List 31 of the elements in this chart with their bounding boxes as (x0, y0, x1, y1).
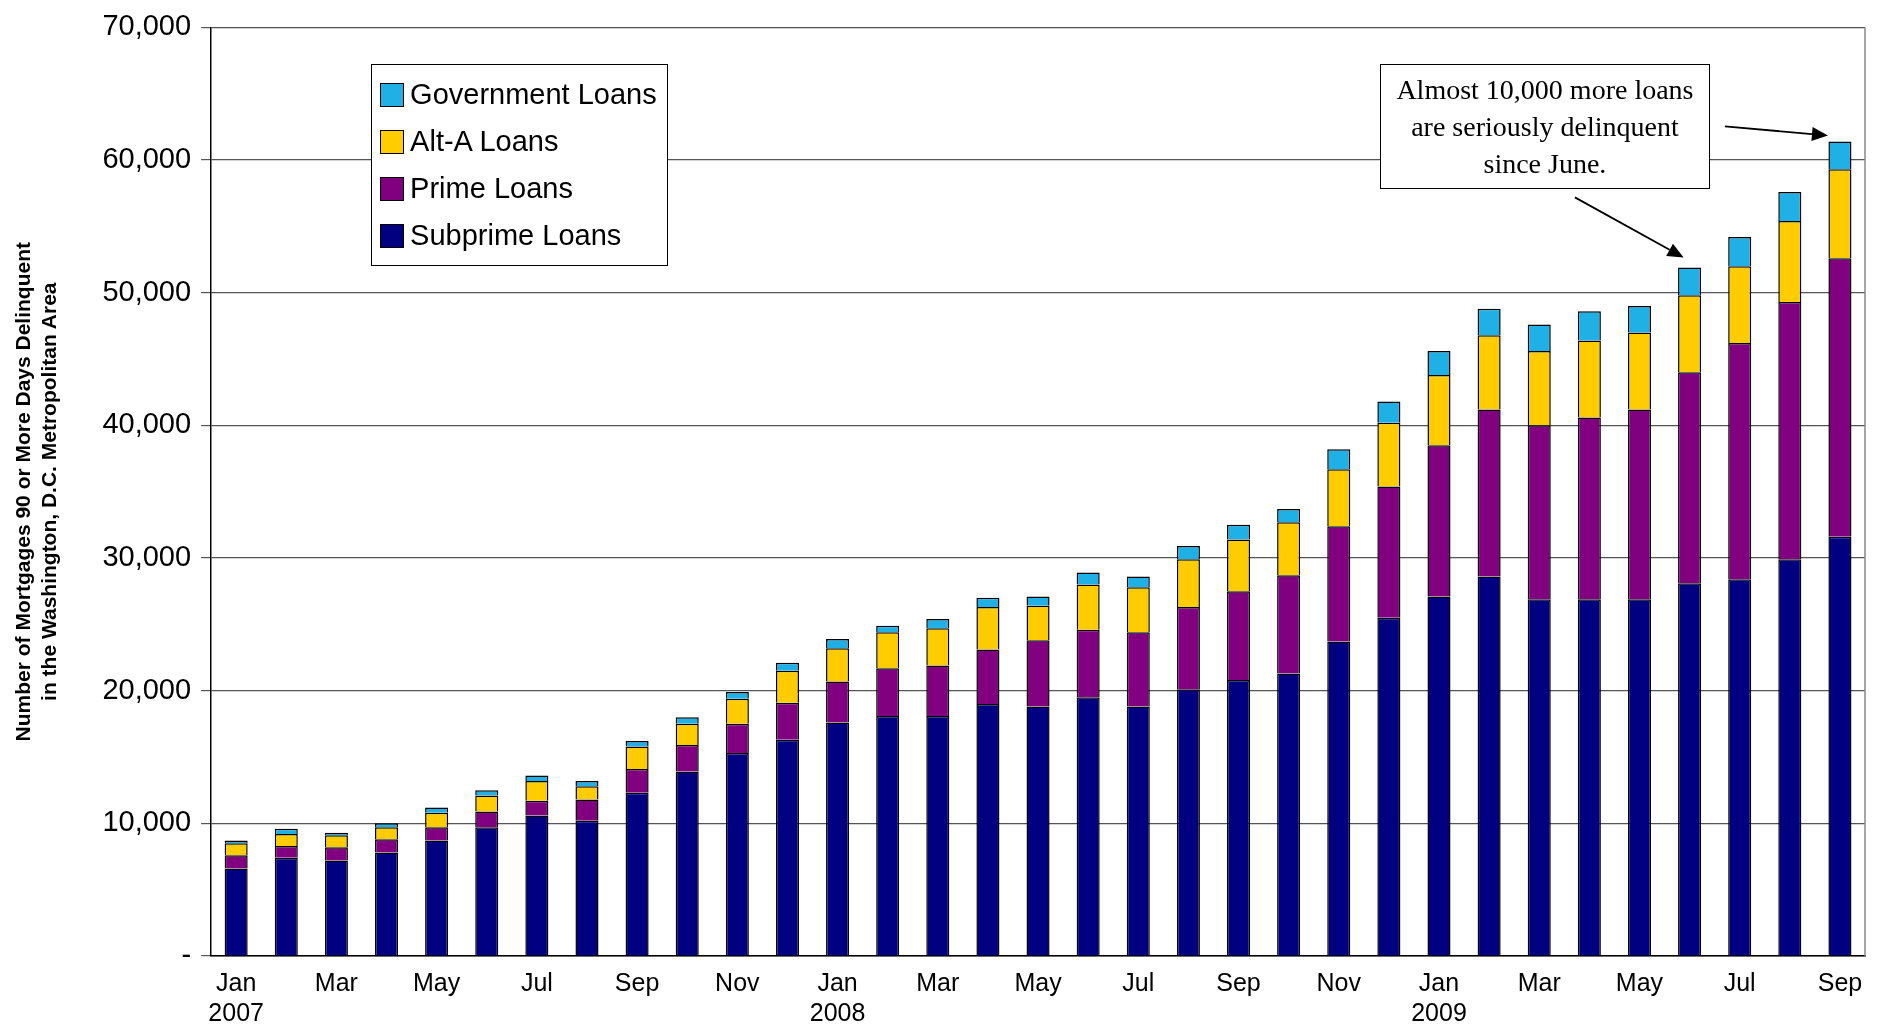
x-tick-label: Nov (715, 967, 761, 996)
y-tick-label: 30,000 (102, 540, 192, 573)
y-tick-label: - (181, 938, 192, 970)
x-tick-label: Jul (1723, 967, 1756, 996)
legend-label: Subprime Loans (410, 218, 622, 254)
x-tick-label: Sep (614, 967, 660, 996)
x-tick-label: Jul (520, 967, 553, 996)
x-tick-label: Jan 2009 (1411, 967, 1467, 1026)
y-axis-title: Number of Mortgages 90 or More Days Delinquent in the Washington, D.C. Metropolitan Area (11, 241, 60, 742)
x-tick-label: Sep (1817, 967, 1863, 996)
x-tick-label: Jan 2007 (208, 967, 264, 1026)
y-tick-label: 10,000 (102, 805, 192, 838)
x-tick-label: Nov (1316, 967, 1362, 996)
y-tick-label: 60,000 (102, 142, 192, 175)
y-tick-label: 50,000 (102, 274, 192, 307)
y-tick-label: 40,000 (102, 407, 192, 440)
x-tick-label: May (1014, 967, 1063, 996)
x-tick-label: Jul (1122, 967, 1155, 996)
legend-label: Prime Loans (410, 171, 573, 207)
x-tick-label: May (413, 967, 461, 996)
x-tick-label: Sep (1216, 967, 1261, 996)
x-tick-label: May (1615, 967, 1664, 996)
x-tick-label: Mar (916, 967, 960, 996)
x-tick-label: Jan 2008 (809, 967, 866, 1026)
legend-label: Government Loans (410, 77, 657, 113)
y-tick-label: 20,000 (102, 672, 192, 705)
y-tick-label: 70,000 (102, 9, 192, 42)
annotation: Almost 10,000 more loans are seriously delinquent since June. (1379, 64, 1710, 190)
x-tick-label: Mar (314, 967, 358, 996)
x-tick-label: Mar (1517, 967, 1561, 996)
legend-label: Alt-A Loans (410, 124, 559, 160)
